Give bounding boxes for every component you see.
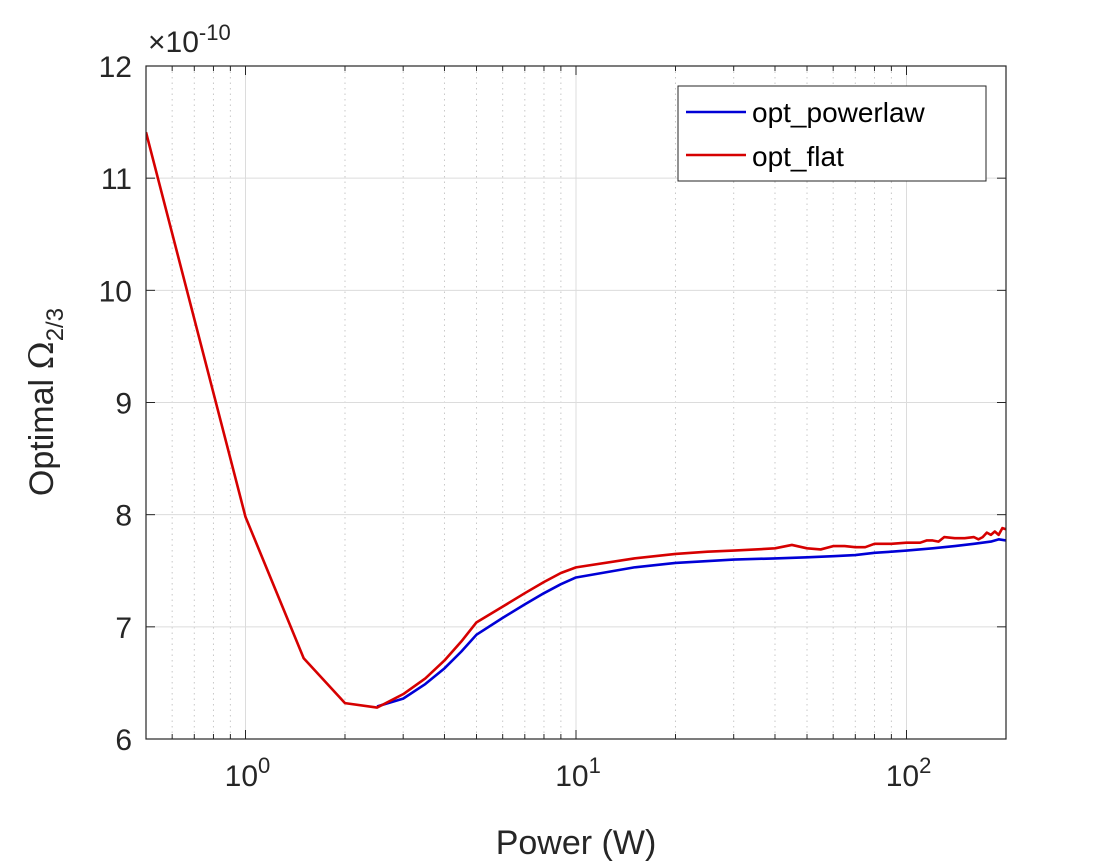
y-exponent-multiplier: ×10	[148, 26, 199, 59]
legend-label-opt-powerlaw: opt_powerlaw	[752, 97, 926, 128]
y-axis-title-prefix: Optimal	[23, 369, 61, 496]
y-tick-label: 12	[99, 51, 132, 84]
x-axis-title: Power (W)	[496, 824, 657, 862]
y-tick-labels: 6 7 8 9 10 11 12	[99, 51, 132, 757]
y-tick-label: 7	[115, 612, 132, 645]
y-tick-label: 10	[99, 275, 132, 308]
axis-ticks	[146, 65, 1006, 740]
y-tick-label: 6	[115, 724, 132, 757]
legend-label-opt-flat: opt_flat	[752, 141, 844, 172]
x-tick-exponent: 0	[258, 753, 270, 778]
y-tick-label: 8	[115, 500, 132, 533]
y-axis-title: Optimal Ω2/3	[22, 308, 69, 496]
legend-box	[677, 85, 987, 182]
legend: opt_powerlaw opt_flat	[677, 85, 987, 182]
x-tick-label: 100	[225, 753, 271, 793]
series-line-opt-flat	[146, 131, 1006, 709]
y-axis-title-symbol: Ω	[22, 341, 62, 369]
x-tick-label: 101	[555, 753, 601, 793]
y-exponent-label: ×10-10	[148, 20, 231, 59]
x-tick-label: 102	[886, 753, 932, 793]
x-tick-base: 10	[225, 760, 258, 793]
series-line-opt-powerlaw	[376, 538, 1006, 708]
y-axis-title-subscript: 2/3	[42, 308, 69, 341]
x-tick-base: 10	[886, 760, 919, 793]
y-tick-label: 9	[115, 388, 132, 421]
series-layer	[146, 131, 1006, 709]
x-tick-base: 10	[555, 760, 588, 793]
x-tick-labels: 100 101 102	[225, 753, 932, 793]
x-tick-exponent: 2	[919, 753, 931, 778]
y-exponent-power: -10	[199, 20, 231, 45]
x-tick-exponent: 1	[589, 753, 601, 778]
y-tick-label: 11	[101, 163, 132, 196]
